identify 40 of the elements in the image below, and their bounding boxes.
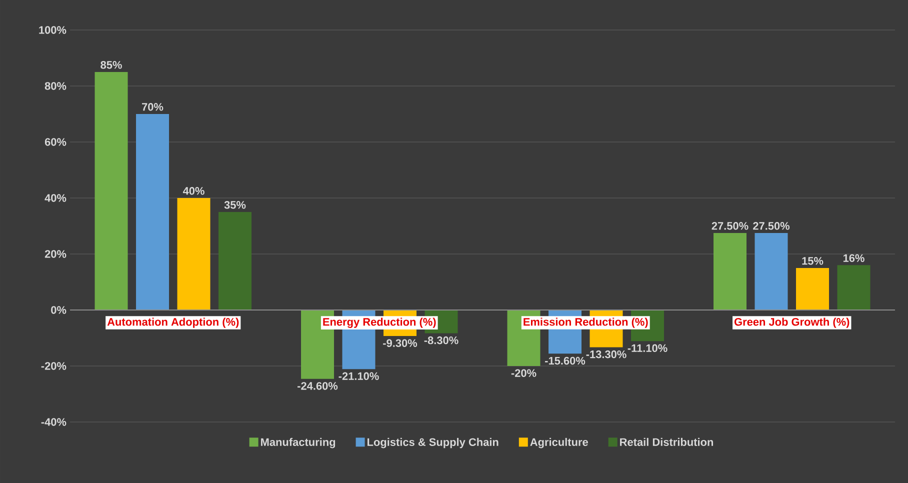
x-tick-label: Energy Reduction (%) xyxy=(323,318,436,328)
data-label: -13.30% xyxy=(586,350,626,358)
x-tick-label: Green Job Growth (%) xyxy=(734,318,850,328)
y-tick-label: 40% xyxy=(44,194,66,202)
data-label: -15.60% xyxy=(545,356,586,365)
legend-label: Logistics & Supply Chain xyxy=(368,438,498,448)
data-label: 35% xyxy=(224,201,246,209)
data-label: -20% xyxy=(511,369,536,377)
y-tick-label: 20% xyxy=(44,250,66,258)
legend-label: Manufacturing xyxy=(261,438,336,448)
x-tick-label: Emission Reduction (%) xyxy=(524,318,648,328)
y-tick-label: -20% xyxy=(41,362,66,370)
data-label: 70% xyxy=(142,103,164,111)
data-label: 27.50% xyxy=(712,222,748,230)
legend-label: Agriculture xyxy=(530,438,588,448)
data-label: 27.50% xyxy=(753,222,790,230)
data-label: 40% xyxy=(182,187,204,195)
bar xyxy=(837,265,870,310)
data-label: -11.10% xyxy=(628,344,668,352)
data-label: -21.10% xyxy=(338,372,379,380)
data-label: -8.30% xyxy=(424,336,458,344)
bar xyxy=(94,72,128,310)
bar xyxy=(796,268,830,310)
y-tick-label: 80% xyxy=(44,82,66,90)
data-label: 16% xyxy=(843,254,864,262)
data-label: 15% xyxy=(802,257,824,265)
y-tick-label: 60% xyxy=(44,138,66,146)
bar xyxy=(177,198,210,310)
bar xyxy=(714,232,747,310)
legend-label: Retail Distribution xyxy=(620,438,714,446)
y-tick-label: 0% xyxy=(51,306,66,314)
bar xyxy=(754,232,788,310)
bar xyxy=(218,212,252,310)
x-tick-label: Automation Adoption (%) xyxy=(107,318,239,328)
data-label: -24.60% xyxy=(298,382,338,390)
bar xyxy=(136,114,170,310)
y-tick-label: 100% xyxy=(39,26,66,34)
data-label: -9.30% xyxy=(383,339,418,347)
y-tick-label: -40% xyxy=(41,418,66,426)
data-label: 85% xyxy=(100,61,122,69)
